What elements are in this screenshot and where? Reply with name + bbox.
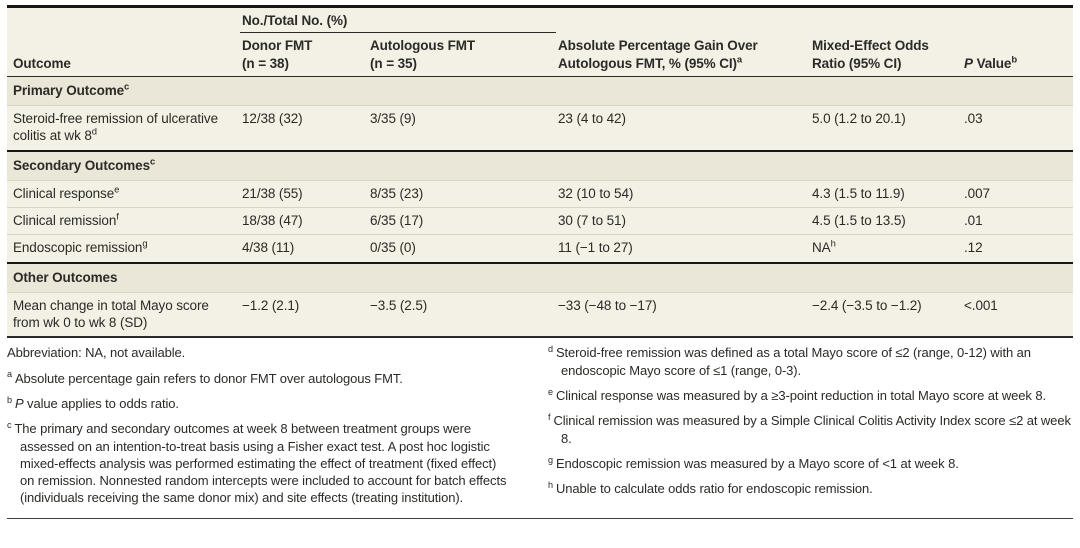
cell-donor: −1.2 (2.1) [242, 297, 300, 313]
cell-autologous: −3.5 (2.5) [370, 297, 428, 313]
column-spanner-no-total: No./Total No. (%) [240, 6, 557, 34]
cell-p-value: .007 [964, 185, 990, 201]
cell-gain: −33 (−48 to −17) [558, 297, 657, 313]
column-header-donor-fmt: Donor FMT (n = 38) [242, 38, 313, 71]
outcomes-table: Outcome No./Total No. (%) Absolute Perce… [7, 5, 1074, 339]
cell-outcome: Clinical responsee [13, 184, 120, 201]
cell-donor: 4/38 (11) [242, 240, 295, 256]
header-subcolumn-row: Donor FMT (n = 38) Autologous FMT (n = 3… [7, 33, 1073, 77]
footnotes-left-column: Abbreviation: NA, not available. a Absolu… [7, 344, 512, 514]
cell-donor: 21/38 (55) [242, 185, 303, 201]
gain-header-line1: Absolute Percentage Gain Over [558, 38, 758, 54]
row-mean-change-mayo-score: Mean change in total Mayo score from wk … [7, 292, 1074, 337]
cell-odds-ratio: 4.3 (1.5 to 11.9) [812, 185, 905, 201]
section-header-primary-outcome: Primary Outcomec [7, 76, 1074, 106]
cell-p-value: <.001 [964, 297, 998, 313]
column-header-autologous-fmt: Autologous FMT (n = 35) [370, 38, 476, 71]
table-header: Outcome No./Total No. (%) Absolute Perce… [7, 6, 1073, 77]
column-header-odds-ratio: Mixed-Effect Odds Ratio (95% CI) [810, 7, 962, 77]
column-header-gain: Absolute Percentage Gain Over Autologous… [556, 7, 810, 77]
cell-donor: 12/38 (32) [242, 111, 303, 127]
cell-gain: 11 (−1 to 27) [558, 240, 633, 256]
odds-header-line1: Mixed-Effect Odds [812, 38, 929, 54]
row-endoscopic-remission: Endoscopic remissiong 4/38 (11) 0/35 (0)… [7, 234, 1074, 263]
cell-outcome: Endoscopic remissiong [13, 238, 148, 256]
cell-gain: 32 (10 to 54) [558, 185, 634, 201]
cell-outcome: Steroid-free remission of ulcerative col… [13, 111, 218, 144]
column-header-outcome: Outcome [7, 7, 240, 77]
cell-p-value: .12 [964, 240, 983, 256]
p-value-footnote-mark: b [1011, 54, 1018, 66]
cell-outcome: Mean change in total Mayo score from wk … [13, 297, 209, 331]
header-spanner-row: Outcome No./Total No. (%) Absolute Perce… [7, 6, 1073, 71]
footnote-h: h Unable to calculate odds ratio for endo… [548, 479, 873, 497]
row-clinical-remission: Clinical remissionf 18/38 (47) 6/35 (17)… [7, 207, 1074, 235]
cell-autologous: 6/35 (17) [370, 213, 424, 229]
footnote-a: a Absolute percentage gain refers to dono… [7, 369, 403, 386]
footnotes-right-column: d Steroid-free remission was defined as a… [548, 344, 1073, 514]
row-footnote-mark: f [116, 211, 119, 223]
cell-autologous: 0/35 (0) [370, 240, 416, 256]
odds-header-line2: Ratio (95% CI) [812, 55, 902, 71]
footnote-d: d Steroid-free remission was defined as a… [548, 344, 1031, 378]
footnote-g: g Endoscopic remission was measured by a … [548, 454, 959, 471]
cell-autologous: 8/35 (23) [370, 185, 424, 201]
row-footnote-mark: g [142, 238, 148, 250]
p-value-italic: P [964, 55, 973, 71]
section-footnote-mark: c [150, 156, 156, 168]
outcome-header-label: Outcome [13, 55, 71, 71]
table-body: Primary Outcomec Steroid-free remission … [7, 76, 1074, 337]
section-header-other-outcomes: Other Outcomes [7, 262, 1074, 293]
cell-p-value: .03 [964, 111, 983, 127]
cell-gain: 23 (4 to 42) [558, 111, 626, 127]
cell-p-value: .01 [964, 213, 983, 229]
footnote-e: e Clinical response was measured by a ≥3-… [548, 386, 1046, 404]
cell-odds-ratio: −2.4 (−3.5 to −1.2) [812, 297, 922, 313]
footnote-f: f Clinical remission was measured by a Si… [548, 411, 1071, 446]
cell-odds-ratio: NAh [812, 238, 836, 256]
footnote-c: c The primary and secondary outcomes at w… [7, 419, 507, 506]
row-footnote-mark: e [114, 184, 120, 196]
page-bottom-rule [7, 517, 1073, 520]
row-footnote-mark: d [91, 126, 97, 138]
row-clinical-response: Clinical responsee 21/38 (55) 8/35 (23) … [7, 180, 1074, 207]
odds-footnote-mark: h [830, 238, 836, 250]
column-header-p-value: P Valueb [964, 54, 1018, 71]
gain-header-line2: Autologous FMT, % (95% CI)a [558, 54, 743, 71]
cell-autologous: 3/35 (9) [370, 111, 416, 127]
footnote-abbreviation: Abbreviation: NA, not available. [7, 345, 186, 361]
gain-header-footnote-mark: a [736, 54, 743, 66]
cell-gain: 30 (7 to 51) [558, 213, 626, 229]
section-header-secondary-outcomes: Secondary Outcomesc [7, 150, 1074, 181]
table-footnotes: Abbreviation: NA, not available. a Absolu… [7, 344, 1073, 514]
cell-donor: 18/38 (47) [242, 213, 303, 229]
section-footnote-mark: c [124, 81, 130, 93]
spanner-label: No./Total No. (%) [242, 13, 348, 28]
cell-odds-ratio: 5.0 (1.2 to 20.1) [812, 111, 906, 127]
cell-outcome: Clinical remissionf [13, 211, 119, 229]
cell-odds-ratio: 4.5 (1.5 to 13.5) [812, 213, 906, 229]
row-steroid-free-remission: Steroid-free remission of ulcerative col… [7, 105, 1074, 151]
